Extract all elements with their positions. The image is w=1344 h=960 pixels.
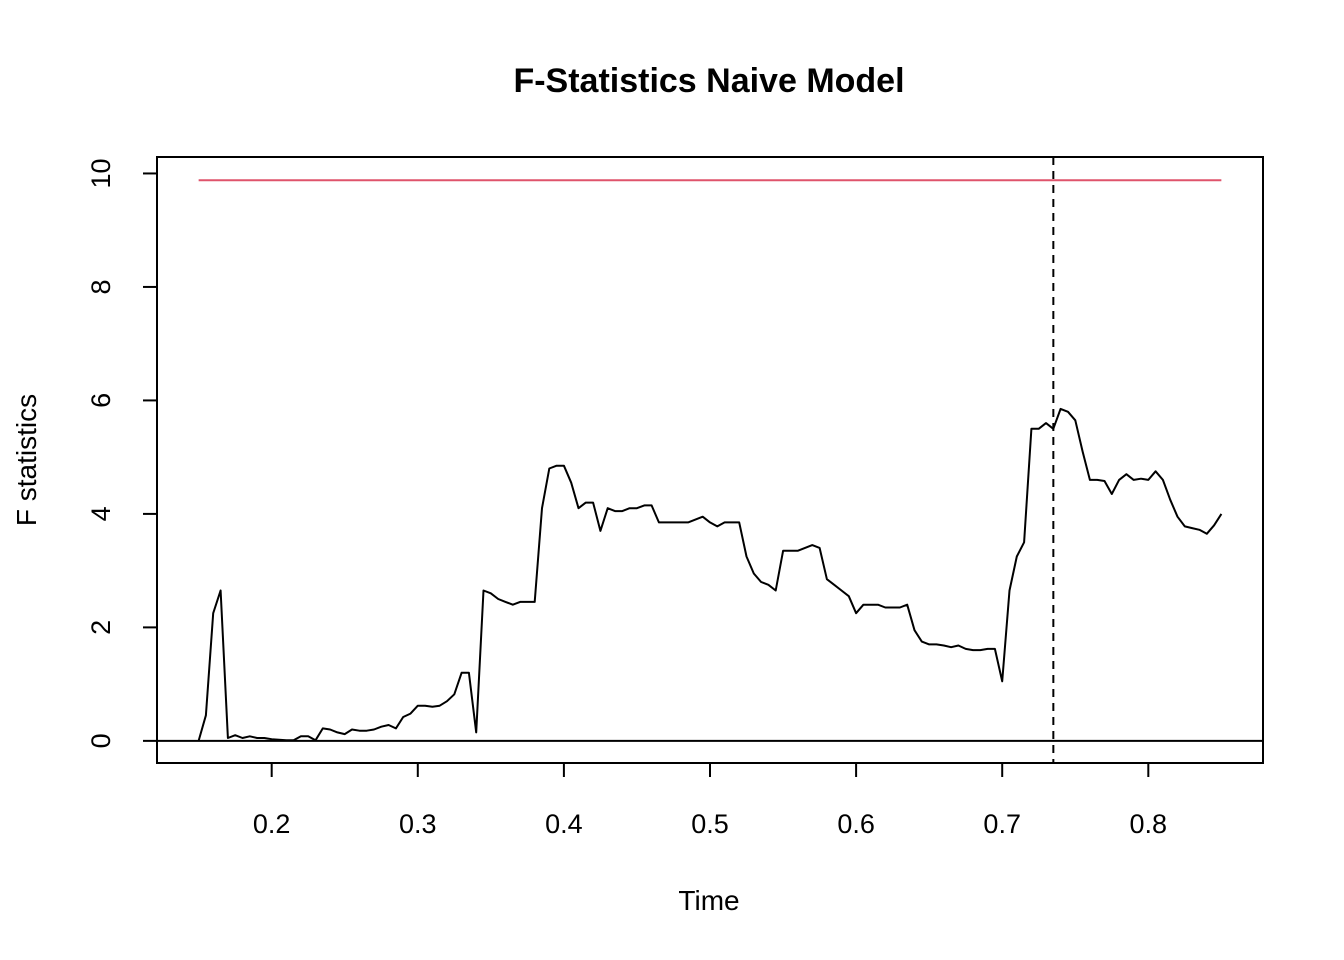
y-tick-label: 0 <box>86 733 116 748</box>
x-tick-label: 0.5 <box>691 809 729 839</box>
y-tick-label: 4 <box>86 506 116 521</box>
chart-title: F-Statistics Naive Model <box>513 62 904 100</box>
y-tick-label: 10 <box>86 158 116 188</box>
plot-area: 0.2 0.3 0.4 0.5 0.6 0.7 0.8 0 2 4 6 8 10 <box>86 157 1263 839</box>
x-tick-label: 0.6 <box>837 809 875 839</box>
plot-frame <box>156 156 1264 764</box>
y-tick-label: 8 <box>86 279 116 294</box>
x-tick-label: 0.7 <box>983 809 1021 839</box>
x-tick-label: 0.4 <box>545 809 583 839</box>
y-tick-label: 6 <box>86 393 116 408</box>
x-tick-label: 0.3 <box>399 809 437 839</box>
y-axis-label: F statistics <box>11 394 42 526</box>
series-line <box>197 407 1223 742</box>
y-tick-label: 2 <box>86 620 116 635</box>
x-axis-label: Time <box>678 885 739 916</box>
x-tick-label: 0.8 <box>1130 809 1168 839</box>
x-tick-label: 0.2 <box>253 809 291 839</box>
